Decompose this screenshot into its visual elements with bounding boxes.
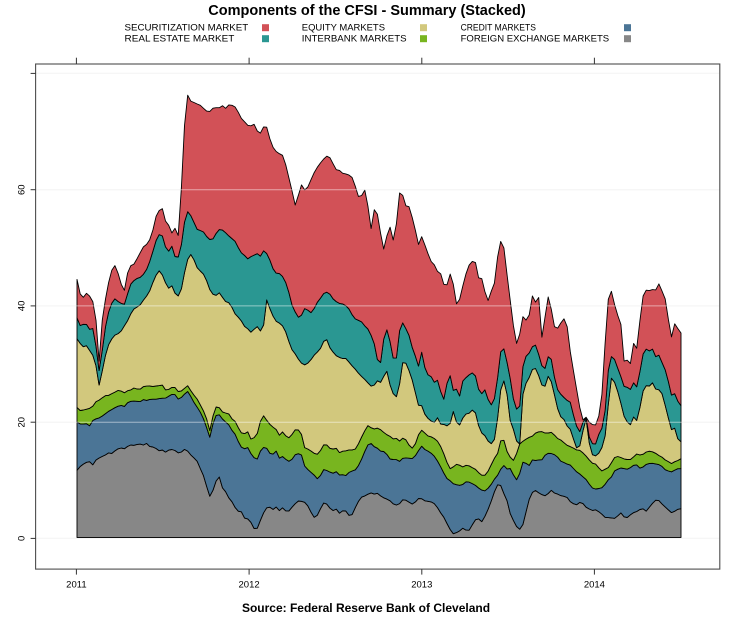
- svg-text:20: 20: [17, 417, 28, 428]
- svg-text:60: 60: [17, 184, 28, 195]
- svg-text:INTERBANK MARKETS: INTERBANK MARKETS: [302, 34, 407, 44]
- svg-text:2013: 2013: [411, 580, 432, 591]
- svg-text:SECURITIZATION MARKET: SECURITIZATION MARKET: [125, 23, 249, 33]
- svg-text:FOREIGN EXCHANGE MARKETS: FOREIGN EXCHANGE MARKETS: [461, 34, 610, 44]
- svg-text:CREDIT MARKETS: CREDIT MARKETS: [461, 23, 536, 33]
- svg-text:40: 40: [17, 301, 28, 312]
- svg-text:Source: Federal Reserve Bank o: Source: Federal Reserve Bank of Clevelan…: [242, 601, 490, 615]
- svg-text:0: 0: [17, 536, 28, 541]
- svg-text:2011: 2011: [66, 580, 86, 591]
- svg-text:2012: 2012: [239, 580, 260, 591]
- svg-text:2014: 2014: [584, 580, 605, 591]
- svg-text:REAL ESTATE MARKET: REAL ESTATE MARKET: [125, 34, 235, 44]
- svg-text:EQUITY MARKETS: EQUITY MARKETS: [302, 23, 385, 33]
- svg-text:Components of the CFSI - Summa: Components of the CFSI - Summary (Stacke…: [208, 3, 526, 19]
